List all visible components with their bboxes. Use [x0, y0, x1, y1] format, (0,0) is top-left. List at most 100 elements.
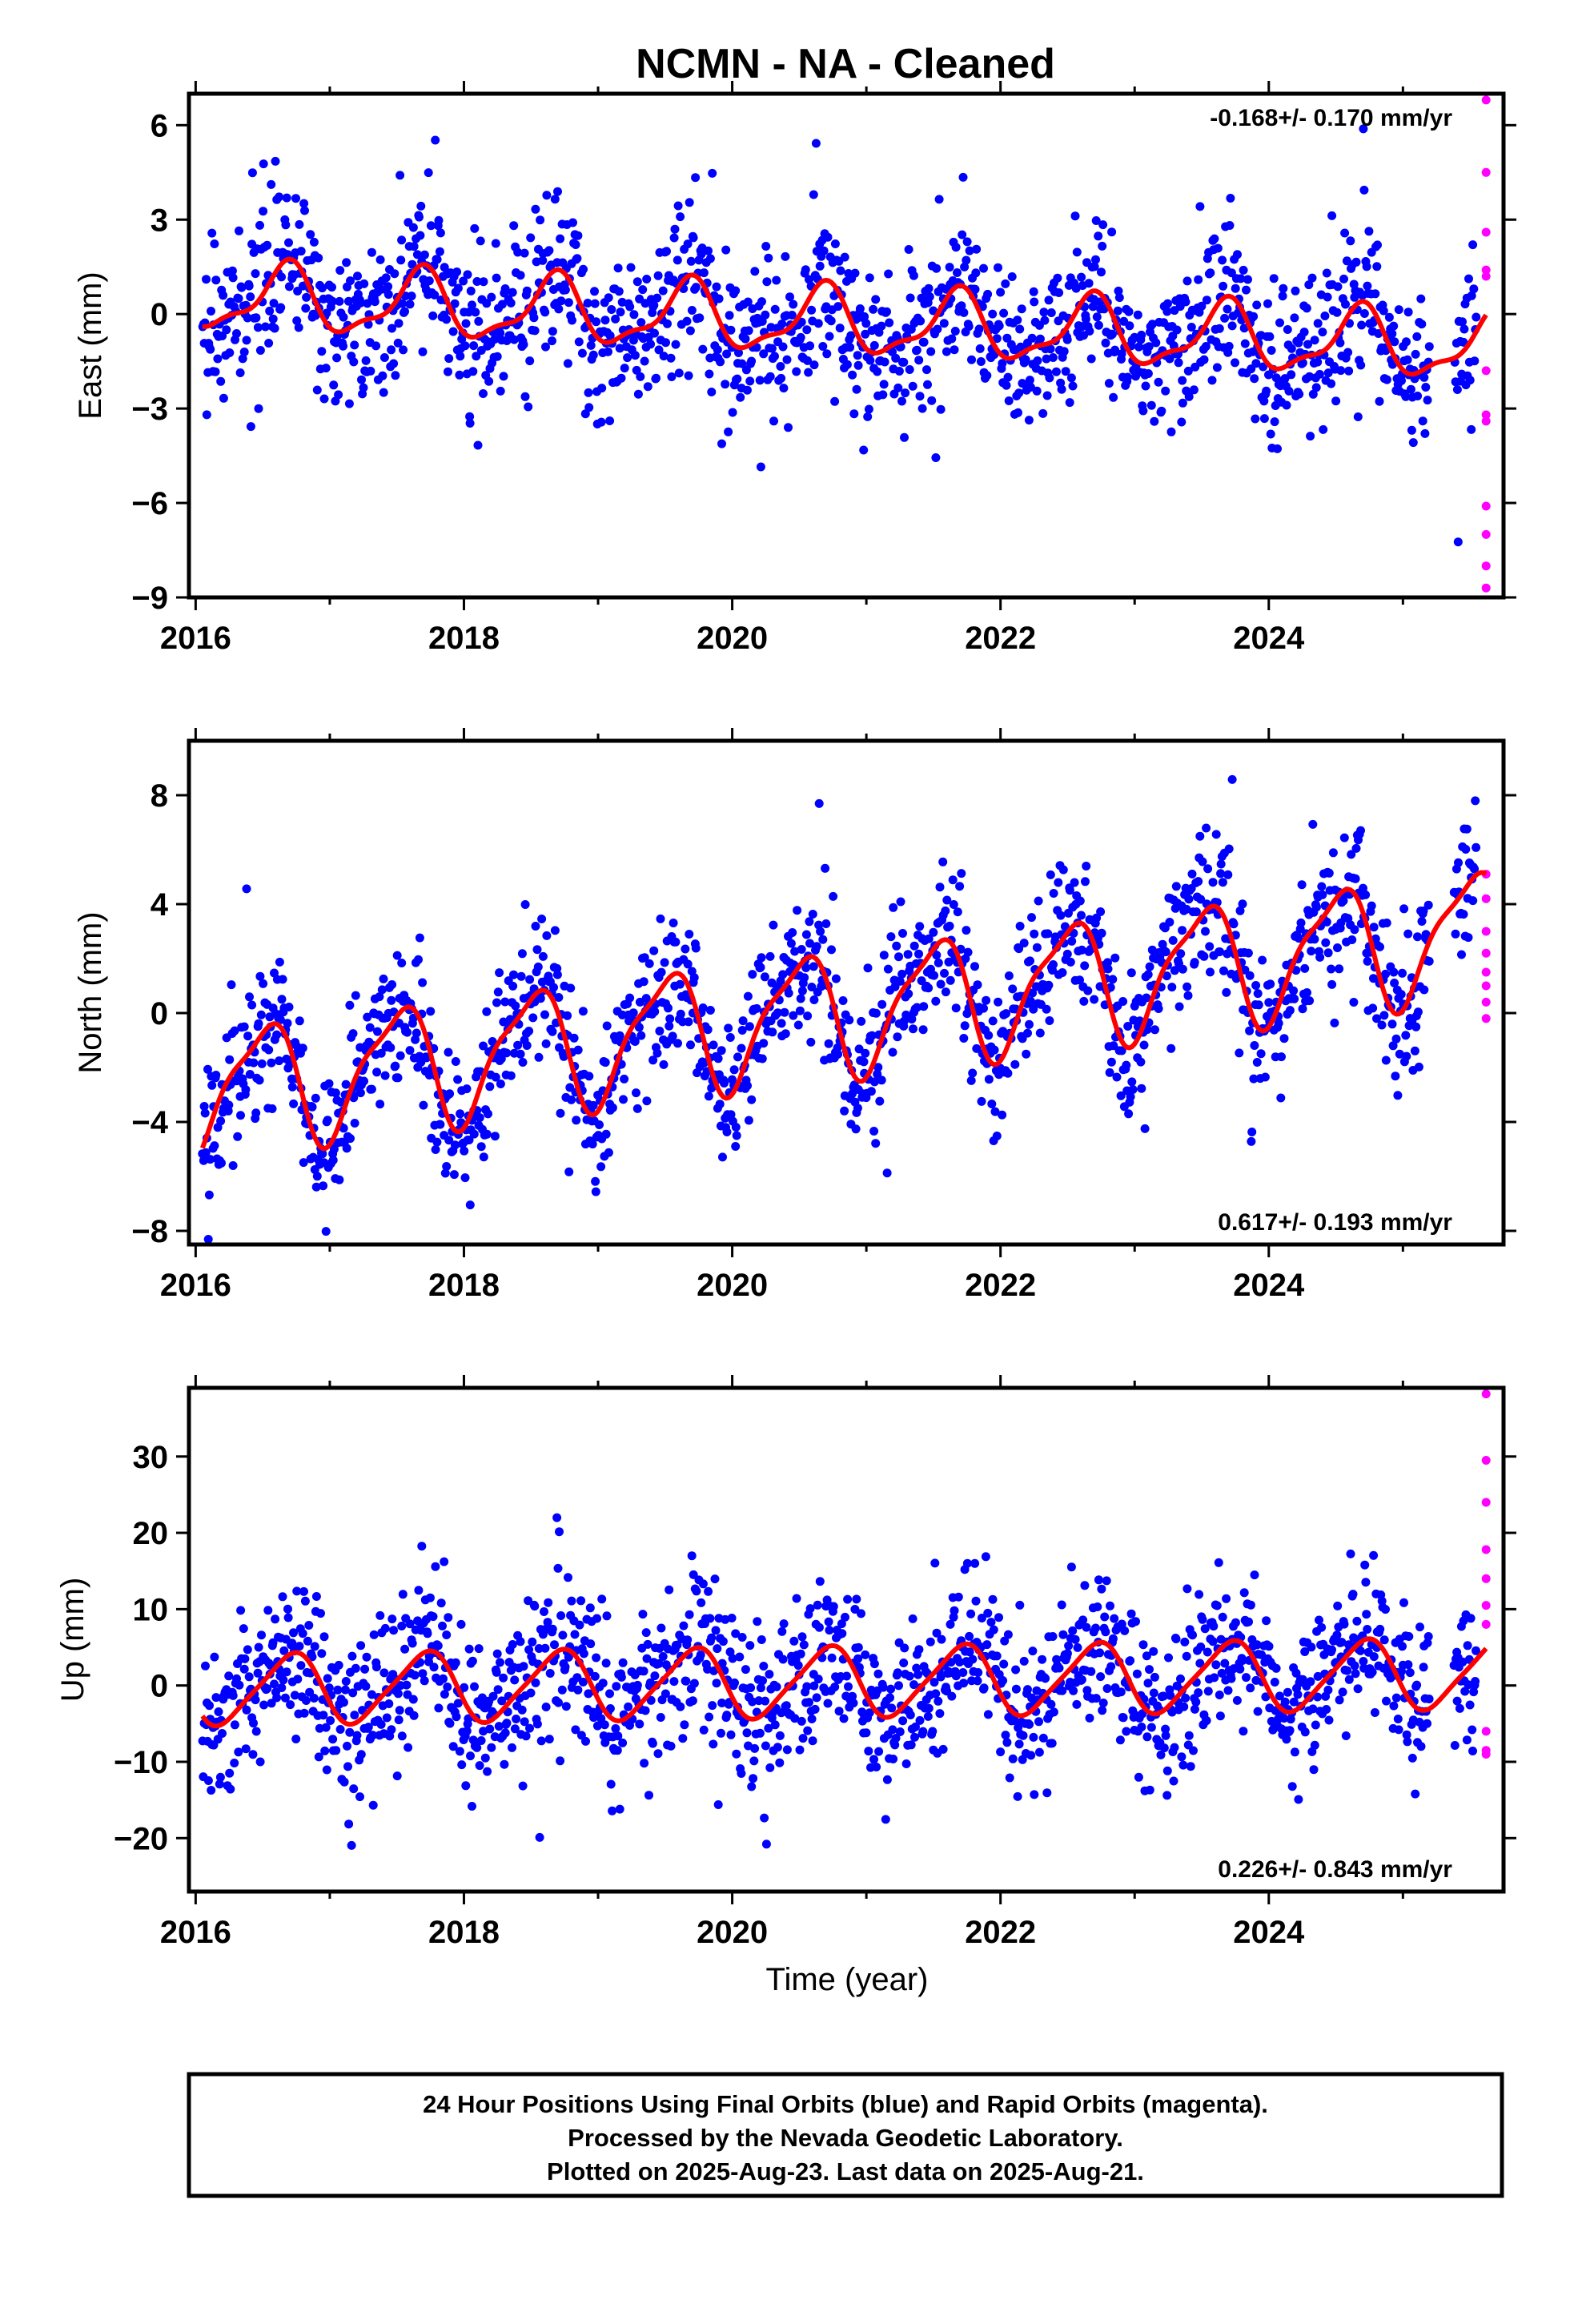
- up-final-point: [1423, 1719, 1431, 1728]
- east-final-point: [1146, 400, 1156, 410]
- north-final-point: [743, 1081, 752, 1091]
- east-final-point: [699, 268, 709, 278]
- east-final-point: [476, 236, 485, 246]
- north-final-point: [1075, 975, 1084, 985]
- east-final-point: [1033, 356, 1042, 365]
- north-final-point: [919, 1002, 929, 1011]
- up-final-point: [493, 1685, 503, 1695]
- up-final-point: [753, 1617, 762, 1626]
- north-final-point: [372, 1068, 382, 1077]
- north-final-point: [1223, 870, 1233, 879]
- up-final-point: [1080, 1581, 1090, 1590]
- east-final-point: [667, 372, 677, 381]
- up-final-point: [777, 1626, 787, 1636]
- up-final-point: [589, 1713, 598, 1723]
- up-final-point: [1138, 1640, 1148, 1650]
- north-final-point: [224, 1100, 234, 1110]
- up-final-point: [748, 1697, 757, 1707]
- east-final-point: [950, 345, 959, 355]
- up-final-point: [805, 1604, 815, 1614]
- north-final-point: [1285, 1006, 1295, 1015]
- up-final-point: [1179, 1702, 1189, 1711]
- up-final-point: [570, 1630, 580, 1639]
- east-final-point: [869, 304, 878, 314]
- north-final-point: [1092, 913, 1102, 923]
- east-final-point: [1375, 396, 1384, 406]
- east-final-point: [722, 349, 732, 359]
- east-final-point: [540, 308, 550, 317]
- up-final-point: [1337, 1638, 1347, 1647]
- up-final-point: [234, 1747, 243, 1757]
- up-final-point: [648, 1739, 657, 1748]
- north-final-point: [492, 998, 501, 1007]
- north-final-point: [533, 962, 543, 971]
- up-final-point: [544, 1735, 554, 1744]
- east-final-point: [1231, 358, 1239, 368]
- east-final-point: [1094, 320, 1103, 330]
- up-final-point: [717, 1728, 725, 1738]
- north-final-point: [861, 1048, 870, 1058]
- east-final-point: [1219, 281, 1228, 291]
- up-final-point: [240, 1654, 250, 1663]
- east-final-point: [792, 367, 801, 376]
- east-final-point: [666, 353, 676, 363]
- east-final-point: [1407, 425, 1416, 435]
- up-final-point: [367, 1690, 376, 1699]
- east-final-point: [959, 308, 969, 317]
- up-final-point: [1086, 1667, 1096, 1676]
- north-y-tick-label: 4: [151, 887, 169, 923]
- east-final-point: [431, 135, 440, 145]
- north-final-point: [1277, 1052, 1286, 1062]
- up-final-point: [1468, 1747, 1477, 1755]
- north-final-point: [217, 1158, 226, 1168]
- up-final-point: [392, 1771, 402, 1781]
- north-final-point: [1252, 1058, 1262, 1067]
- up-fit-curve: [200, 1636, 1488, 1729]
- up-final-point: [750, 1743, 760, 1753]
- up-final-point: [251, 1727, 261, 1736]
- up-final-point: [356, 1750, 366, 1759]
- up-final-point: [1333, 1601, 1343, 1610]
- up-final-point: [296, 1661, 306, 1671]
- up-final-point: [999, 1659, 1009, 1669]
- up-x-tick-label: 2020: [697, 1915, 768, 1950]
- east-final-point: [950, 327, 960, 336]
- up-final-point: [1280, 1697, 1290, 1707]
- up-final-point: [345, 1727, 355, 1737]
- up-final-point: [266, 1660, 275, 1670]
- east-final-point: [958, 172, 968, 182]
- east-final-point: [1418, 416, 1427, 426]
- north-final-point: [1347, 850, 1356, 859]
- east-rapid-point: [1481, 561, 1491, 571]
- up-final-point: [475, 1761, 484, 1771]
- east-final-point: [530, 326, 540, 336]
- east-final-point: [1104, 379, 1114, 388]
- up-final-point: [1271, 1663, 1281, 1673]
- up-final-point: [1091, 1623, 1100, 1633]
- east-final-point: [424, 168, 433, 178]
- east-final-point: [1359, 124, 1368, 134]
- up-final-point: [983, 1608, 993, 1618]
- up-final-point: [608, 1806, 617, 1815]
- north-final-point: [549, 983, 558, 992]
- east-final-point: [1240, 339, 1250, 348]
- north-final-point: [319, 1181, 328, 1191]
- footer-line-2: Processed by the Nevada Geodetic Laborat…: [568, 2124, 1123, 2152]
- north-final-point: [1108, 975, 1118, 984]
- north-final-point: [1423, 900, 1433, 910]
- east-final-point: [1406, 384, 1415, 394]
- east-final-point: [1184, 392, 1194, 401]
- north-final-point: [1075, 896, 1085, 906]
- up-final-point: [726, 1730, 736, 1739]
- east-final-point: [992, 334, 1002, 344]
- east-final-point: [905, 293, 915, 303]
- east-final-point: [1233, 250, 1242, 259]
- up-x-tick-label: 2016: [160, 1915, 231, 1950]
- east-final-point: [1048, 353, 1058, 362]
- north-final-point: [949, 900, 958, 909]
- up-final-point: [681, 1676, 691, 1686]
- east-final-point: [235, 226, 243, 235]
- east-final-point: [1467, 424, 1476, 434]
- east-final-point: [1210, 234, 1219, 243]
- up-final-point: [586, 1639, 596, 1649]
